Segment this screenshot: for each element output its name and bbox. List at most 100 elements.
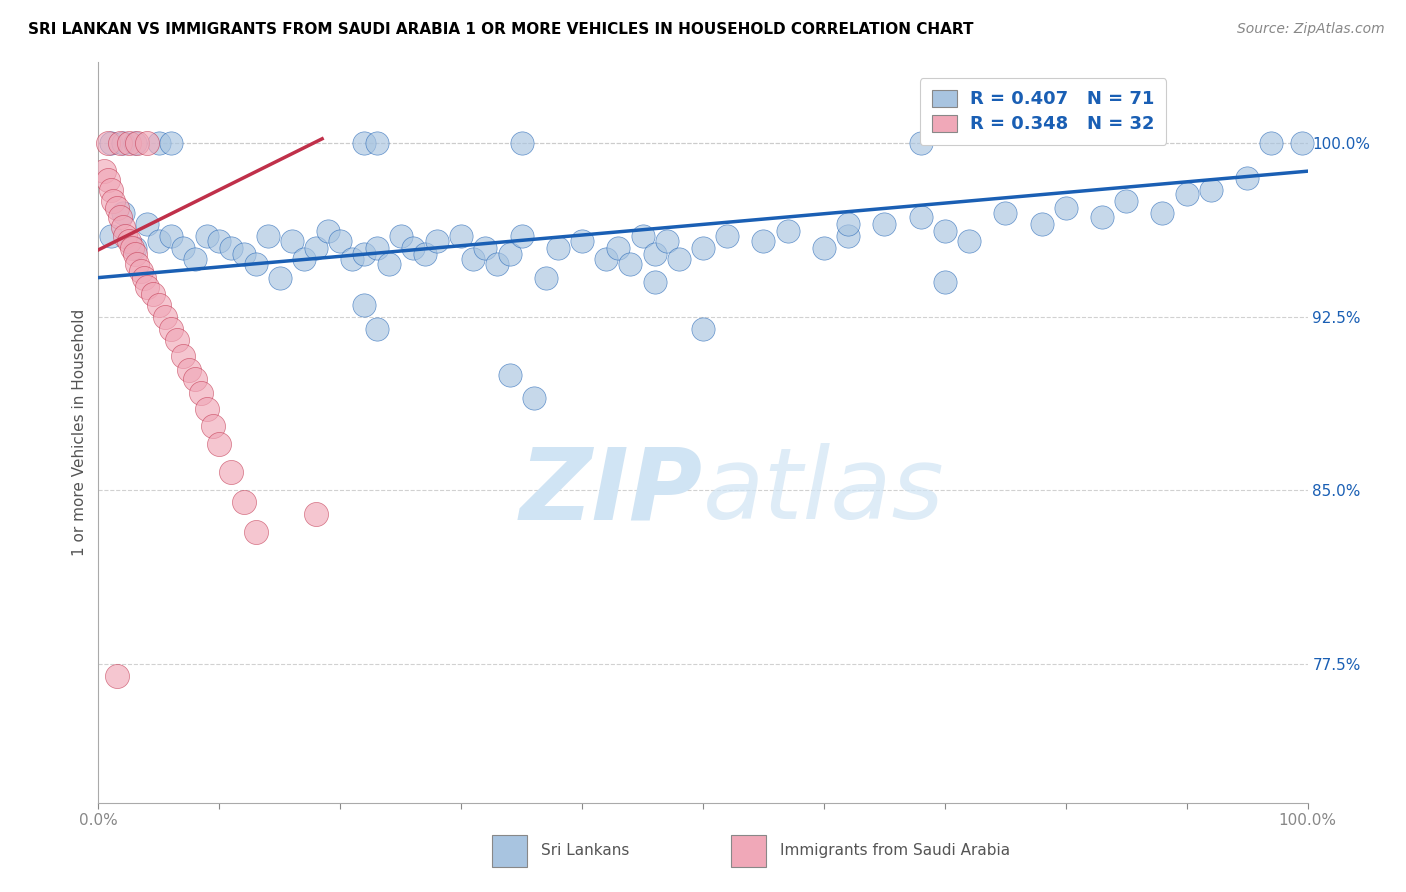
Point [366,321,388,335]
Point [208,437,231,451]
Point [232,247,254,261]
Point [994,206,1017,220]
Point [523,391,546,405]
Point [127,257,149,271]
Point [305,507,328,521]
Point [184,252,207,266]
Point [153,310,176,324]
Point [534,270,557,285]
Point [934,275,956,289]
Point [221,240,243,254]
Point [957,234,980,248]
Point [413,247,436,261]
Point [1260,136,1282,151]
Point [1054,201,1077,215]
Text: Sri Lankans: Sri Lankans [541,843,630,858]
Point [121,240,143,254]
Point [752,234,775,248]
Point [281,234,304,248]
Point [486,257,509,271]
Point [124,136,146,151]
Point [1091,211,1114,225]
Point [195,229,218,244]
Point [114,229,136,244]
Point [172,240,194,254]
Text: ZIP: ZIP [520,443,703,541]
Point [510,136,533,151]
Point [644,275,666,289]
Point [118,234,141,248]
Point [142,286,165,301]
Point [353,136,375,151]
Text: Immigrants from Saudi Arabia: Immigrants from Saudi Arabia [780,843,1011,858]
Point [873,218,896,232]
Point [195,402,218,417]
Point [595,252,617,266]
Point [607,240,630,254]
Point [366,136,388,151]
Point [498,368,520,382]
Point [179,363,201,377]
Point [571,234,593,248]
Point [100,183,122,197]
Point [353,247,375,261]
Point [1199,183,1222,197]
Point [160,136,183,151]
Point [93,164,115,178]
Point [256,229,278,244]
Point [148,298,170,312]
FancyBboxPatch shape [492,835,527,867]
Point [124,240,146,254]
Point [105,201,128,215]
FancyBboxPatch shape [731,835,766,867]
Point [111,136,134,151]
Point [474,240,496,254]
Point [910,211,932,225]
Point [97,173,120,187]
Point [305,240,328,254]
Point [1236,171,1258,186]
Legend: R = 0.407   N = 71, R = 0.348   N = 32: R = 0.407 N = 71, R = 0.348 N = 32 [920,78,1166,145]
Point [716,229,738,244]
Point [692,321,714,335]
Point [329,234,352,248]
Point [118,136,141,151]
Point [232,495,254,509]
Point [100,229,122,244]
Point [316,224,339,238]
Point [111,219,134,234]
Point [342,252,364,266]
Point [463,252,485,266]
Point [1152,206,1174,220]
Point [160,229,183,244]
Point [426,234,449,248]
Point [245,257,267,271]
Point [111,206,134,220]
Point [1115,194,1137,209]
Point [1175,187,1198,202]
Point [172,349,194,363]
Point [619,257,641,271]
Y-axis label: 1 or more Vehicles in Household: 1 or more Vehicles in Household [72,309,87,557]
Point [498,247,520,261]
Point [547,240,569,254]
Point [377,257,399,271]
Point [127,136,149,151]
Point [389,229,412,244]
Point [105,668,128,682]
Point [100,136,122,151]
Point [644,247,666,261]
Point [135,280,157,294]
Text: SRI LANKAN VS IMMIGRANTS FROM SAUDI ARABIA 1 OR MORE VEHICLES IN HOUSEHOLD CORRE: SRI LANKAN VS IMMIGRANTS FROM SAUDI ARAB… [28,22,973,37]
Point [668,252,690,266]
Point [135,218,157,232]
Point [129,263,152,277]
Point [837,229,859,244]
Point [221,465,243,479]
Point [190,386,212,401]
Point [124,247,146,261]
Point [631,229,654,244]
Point [184,372,207,386]
Point [101,194,124,209]
Point [1031,218,1053,232]
